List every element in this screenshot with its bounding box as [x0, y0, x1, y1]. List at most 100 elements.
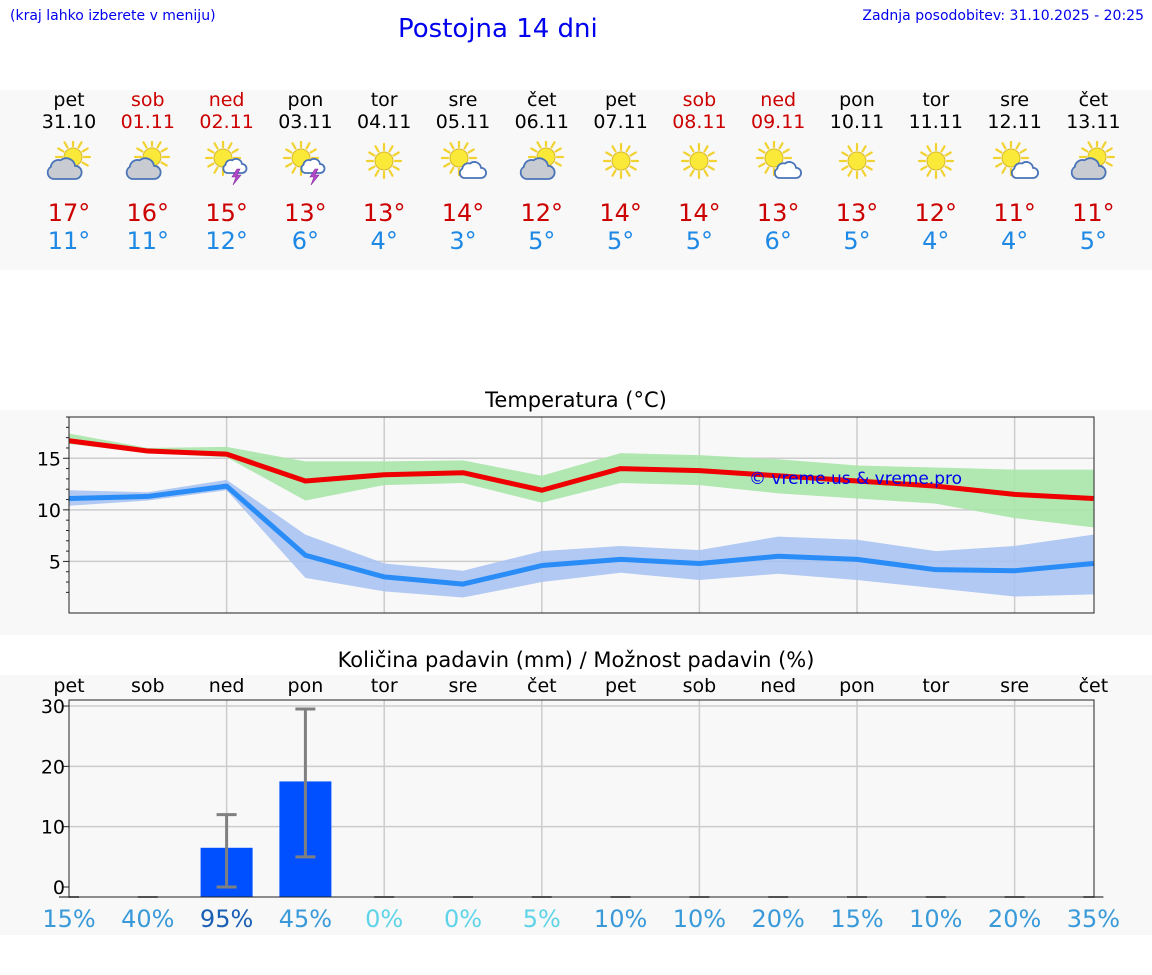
- day-date: 02.11: [199, 111, 254, 133]
- precip-probability: 20%: [988, 905, 1041, 933]
- precip-probability: 15%: [830, 905, 883, 933]
- sun-icon: [576, 141, 666, 185]
- precip-probability: 5%: [523, 905, 561, 933]
- precip-probability: 0%: [444, 905, 482, 933]
- day-label: tor: [922, 675, 949, 697]
- max-temp: 16°: [126, 199, 170, 227]
- min-temp: 5°: [843, 227, 871, 255]
- sun-icon: [339, 141, 429, 185]
- sun-cloud-icon: [497, 141, 587, 185]
- max-temp: 17°: [47, 199, 91, 227]
- location-hint-link[interactable]: (kraj lahko izberete v meniju): [10, 8, 216, 24]
- day-column: sre 12.11 11° 4°: [970, 89, 1060, 255]
- sun-small-cloud-icon: [970, 141, 1060, 185]
- min-range-band: [69, 479, 1094, 598]
- day-name: čet: [527, 89, 557, 111]
- sun-shape: [838, 142, 876, 180]
- max-temp: 11°: [1072, 199, 1115, 227]
- day-date: 07.11: [593, 111, 648, 133]
- max-temp: 13°: [835, 199, 879, 227]
- day-date: 31.10: [41, 111, 97, 133]
- sun-small-cloud-icon: [418, 141, 508, 185]
- y-tick-label: 0: [53, 877, 65, 899]
- min-temp: 3°: [449, 227, 477, 255]
- day-date: 11.11: [908, 111, 963, 133]
- day-column: tor 04.11 13° 4°: [339, 89, 429, 255]
- min-temp: 12°: [205, 227, 248, 255]
- precip-probability: 10%: [673, 905, 726, 933]
- precip-probability: 10%: [909, 905, 962, 933]
- cloud-shape: [222, 158, 247, 174]
- max-temp: 12°: [914, 199, 958, 227]
- day-column: pet 07.11 14° 5°: [576, 89, 666, 255]
- max-temp: 12°: [520, 199, 564, 227]
- min-temp: 4°: [1000, 227, 1029, 255]
- error-bar: [216, 813, 237, 889]
- cloud-shape: [1010, 161, 1039, 179]
- day-name: sre: [448, 89, 478, 111]
- day-column: sob 01.11 16° 11°: [103, 89, 193, 255]
- day-name: pet: [604, 89, 637, 111]
- day-date: 08.11: [672, 111, 727, 133]
- day-label: sob: [131, 675, 165, 697]
- max-temp: 15°: [205, 199, 248, 227]
- sun-cloud-icon: [24, 141, 114, 185]
- day-column: sob 08.11 14° 5°: [654, 89, 744, 255]
- precip-probability: 10%: [594, 905, 647, 933]
- day-column: tor 11.11 12° 4°: [891, 89, 981, 255]
- cloud-shape: [46, 157, 83, 180]
- day-name: ned: [208, 89, 245, 111]
- day-name: sob: [682, 89, 717, 111]
- error-bar: [295, 707, 316, 859]
- day-column: čet 13.11 11° 5°: [1048, 89, 1138, 255]
- day-name: tor: [370, 89, 398, 111]
- day-label: pet: [605, 675, 636, 697]
- day-name: sob: [131, 89, 165, 111]
- day-column: ned 09.11 13° 6°: [733, 89, 823, 255]
- min-temp: 11°: [126, 227, 170, 255]
- cloud-shape: [519, 157, 556, 180]
- precip-probability: 15%: [42, 905, 95, 933]
- day-label: pet: [53, 675, 84, 697]
- sun-small-cloud-icon: [733, 141, 823, 185]
- min-temp: 5°: [606, 227, 635, 255]
- day-name: pon: [287, 89, 324, 111]
- day-date: 10.11: [829, 111, 885, 133]
- max-temp: 11°: [993, 199, 1036, 227]
- sun-icon: [812, 141, 902, 185]
- watermark: © vreme.us & vreme.pro: [749, 469, 962, 489]
- sun-shape: [917, 142, 954, 180]
- day-column: pet 31.10 17° 11°: [24, 89, 114, 255]
- day-date: 01.11: [120, 111, 175, 133]
- day-date: 04.11: [356, 111, 412, 133]
- temp-chart-title: Temperatura (°C): [485, 388, 667, 412]
- cloud-shape: [300, 158, 326, 174]
- day-label: sre: [1000, 675, 1029, 697]
- day-name: čet: [1078, 89, 1109, 111]
- day-date: 03.11: [278, 111, 333, 133]
- max-temp: 14°: [599, 199, 642, 227]
- precip-probability: 45%: [279, 905, 332, 933]
- day-label: sob: [683, 675, 717, 697]
- day-column: čet 06.11 12° 5°: [497, 89, 587, 255]
- precip-chart-title: Količina padavin (mm) / Možnost padavin …: [337, 648, 815, 672]
- sun-storm-icon: [260, 141, 350, 185]
- day-name: pon: [839, 89, 875, 111]
- day-column: sre 05.11 14° 3°: [418, 89, 508, 255]
- min-temp: 6°: [291, 227, 320, 255]
- day-date: 13.11: [1066, 111, 1121, 133]
- y-tick-label: 30: [41, 696, 65, 718]
- sun-icon: [891, 141, 981, 185]
- min-temp: 11°: [47, 227, 91, 255]
- precipitation-chart: pet sob ned pon tor sre čet pet sob ned pon tor sre č…: [41, 675, 1120, 933]
- day-name: pet: [53, 89, 85, 111]
- max-temp: 13°: [362, 199, 406, 227]
- min-temp: 4°: [922, 227, 950, 255]
- y-tick-label: 5: [49, 551, 61, 573]
- precip-probability: 0%: [365, 905, 403, 933]
- min-temp: 5°: [1079, 227, 1108, 255]
- cloud-shape: [1071, 157, 1107, 180]
- day-name: tor: [922, 89, 950, 111]
- day-label: čet: [1079, 675, 1109, 697]
- day-label: tor: [371, 675, 398, 697]
